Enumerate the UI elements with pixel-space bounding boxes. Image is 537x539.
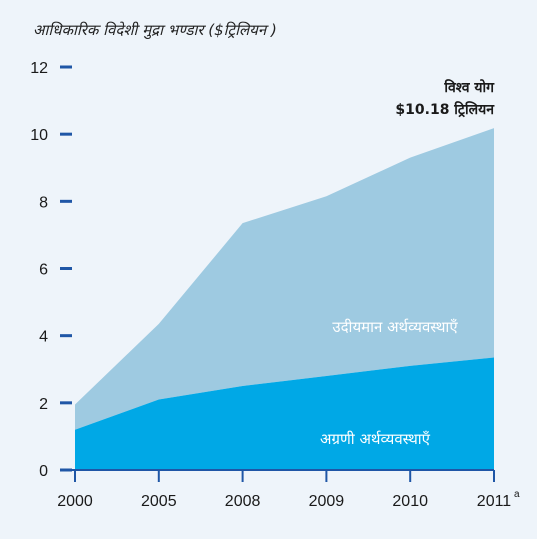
total-annotation-title: विश्व योग <box>443 79 495 96</box>
y-tick-label: 0 <box>39 463 48 480</box>
series-label-advanced: अग्रणी अर्थव्यवस्थाएँ <box>320 430 431 448</box>
y-tick-label: 2 <box>39 396 48 413</box>
series-area-advanced <box>75 357 494 470</box>
x-tick-label: 2000 <box>57 493 93 510</box>
x-tick-label: 2008 <box>225 493 261 510</box>
x-tick-superscript: a <box>514 489 520 500</box>
total-annotation-value: $10.18 ट्रिलियन <box>395 101 495 118</box>
x-tick-label: 2005 <box>141 493 177 510</box>
y-tick-label: 8 <box>39 194 48 211</box>
y-tick-label: 12 <box>30 60 48 77</box>
series-area-emerging <box>75 128 494 430</box>
y-tick-label: 4 <box>39 329 48 346</box>
series-label-emerging: उदीयमान अर्थव्यवस्थाएँ <box>332 318 458 336</box>
y-tick-label: 6 <box>39 262 48 279</box>
x-tick-label: 2010 <box>392 493 428 510</box>
x-tick-label: 2011 <box>477 493 512 510</box>
chart-title: आधिकारिक विदेशी मुद्रा भण्डार ($ट्रिलियन… <box>33 21 277 39</box>
y-tick-label: 10 <box>30 127 48 144</box>
x-tick-label: 2009 <box>309 493 345 510</box>
